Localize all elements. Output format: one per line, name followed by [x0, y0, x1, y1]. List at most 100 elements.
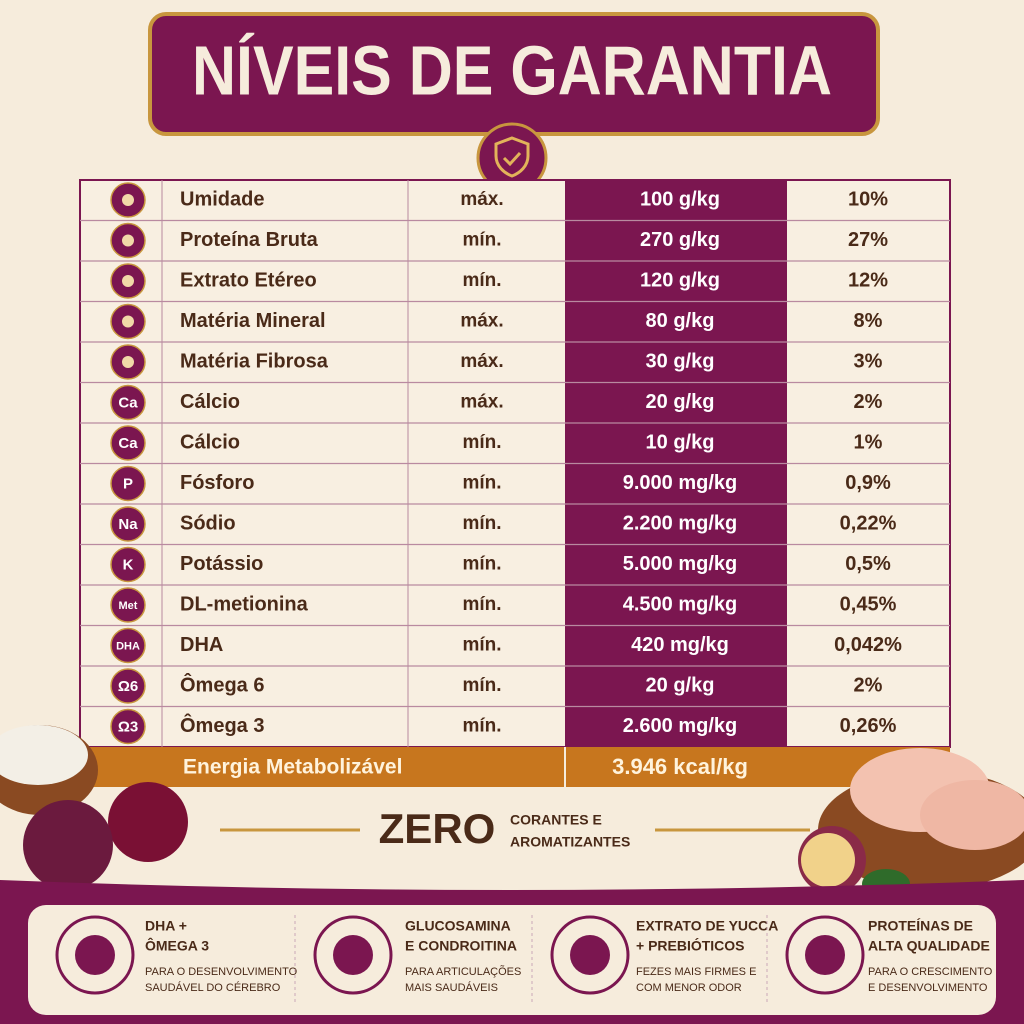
- qualifier: mín.: [462, 432, 501, 453]
- title: NÍVEIS DE GARANTIA: [192, 31, 832, 109]
- qualifier: mín.: [462, 635, 501, 656]
- percent: 2%: [854, 391, 883, 413]
- amount: 5.000 mg/kg: [623, 553, 738, 575]
- zero-title: ZERO: [379, 805, 496, 852]
- icon-label: K: [123, 556, 134, 573]
- row-icon: [110, 546, 146, 583]
- percent: 10%: [848, 188, 888, 210]
- amount: 20 g/kg: [646, 391, 715, 413]
- zero-line: AROMATIZANTES: [510, 834, 630, 850]
- check-icon: [502, 151, 522, 167]
- qualifier: máx.: [460, 311, 503, 332]
- nutrient-name: Umidade: [180, 188, 264, 210]
- table-rows: Umidade máx. 100 g/kg 10% Proteína Bruta mín.…: [80, 180, 950, 747]
- zero-line: CORANTES E: [510, 812, 602, 828]
- amount: 420 mg/kg: [631, 634, 729, 656]
- icon-symbol: [122, 275, 134, 287]
- nutrient-name: Ômega 6: [180, 672, 264, 696]
- row-icon: [110, 668, 146, 704]
- energy-row: [0, 747, 950, 787]
- nutrient-name: Extrato Etéreo: [180, 269, 317, 291]
- qualifier: mín.: [462, 716, 501, 737]
- percent: 8%: [854, 310, 883, 332]
- feature-symbol: [570, 935, 610, 975]
- feature-symbol: [75, 935, 115, 975]
- features-panel: [28, 905, 996, 1015]
- nutrient-name: Cálcio: [180, 431, 240, 453]
- icon-label: Ca: [118, 435, 138, 452]
- qualifier: mín.: [462, 230, 501, 251]
- qualifier: máx.: [460, 189, 503, 210]
- amount: 30 g/kg: [646, 350, 715, 372]
- features: DHA + ÔMEGA 3 PARA O DESENVOLVIMENTO SAUDÁV…: [55, 915, 993, 1005]
- chicken: [920, 780, 1024, 850]
- icon-label: Met: [119, 600, 138, 612]
- amount: 270 g/kg: [640, 229, 720, 251]
- feature-title: E CONDROITINA: [405, 938, 517, 954]
- nutrient-name: DHA: [180, 634, 223, 656]
- onion: [23, 800, 113, 890]
- feature-symbol: [805, 935, 845, 975]
- nutrient-name: Ômega 3: [180, 713, 264, 737]
- amount: 4.500 mg/kg: [623, 593, 738, 615]
- feature-title: GLUCOSAMINA: [405, 918, 511, 934]
- icon-label: P: [123, 475, 133, 492]
- qualifier: mín.: [462, 270, 501, 291]
- percent: 0,45%: [840, 593, 897, 615]
- nutrient-name: Proteína Bruta: [180, 229, 319, 251]
- feature-title: PROTEÍNAS DE: [868, 918, 973, 934]
- nutrient-name: Matéria Fibrosa: [180, 350, 329, 372]
- amount: 9.000 mg/kg: [623, 472, 738, 494]
- feature-description: COM MENOR ODOR: [636, 982, 742, 994]
- feature-description: PARA O DESENVOLVIMENTO: [145, 966, 298, 978]
- amount: 20 g/kg: [646, 674, 715, 696]
- row-icon: [110, 587, 146, 623]
- feature-description: MAIS SAUDÁVEIS: [405, 981, 498, 994]
- nutrient-name: Potássio: [180, 553, 263, 575]
- row-icon: [110, 627, 146, 664]
- feature-symbol: [333, 935, 373, 975]
- feature-title: + PREBIÓTICOS: [636, 937, 745, 954]
- qualifier: máx.: [460, 351, 503, 372]
- feature-title: ÔMEGA 3: [145, 937, 209, 954]
- beet: [108, 782, 188, 862]
- icon-label: Ω3: [118, 718, 138, 735]
- icon-symbol: [122, 194, 134, 206]
- sweet-potato-flesh: [801, 833, 855, 887]
- nutrient-name: Cálcio: [180, 391, 240, 413]
- feature-title: EXTRATO DE YUCCA: [636, 918, 778, 934]
- qualifier: mín.: [462, 594, 501, 615]
- energy-label: Energia Metabolizável: [183, 756, 402, 779]
- amount: 2.200 mg/kg: [623, 512, 738, 534]
- amount: 2.600 mg/kg: [623, 715, 738, 737]
- qualifier: mín.: [462, 554, 501, 575]
- nutrient-name: Sódio: [180, 512, 236, 534]
- feature-description: E DESENVOLVIMENTO: [868, 982, 988, 994]
- feature-description: PARA ARTICULAÇÕES: [405, 965, 521, 978]
- icon-label: Ω6: [118, 678, 138, 695]
- icon-label: DHA: [116, 640, 140, 652]
- energy-amount: 3.946 kcal/kg: [612, 754, 748, 779]
- icon-label: Na: [118, 516, 138, 533]
- icon-label: Ca: [118, 394, 138, 411]
- percent: 0,042%: [834, 634, 902, 656]
- percent: 0,5%: [845, 553, 891, 575]
- feature-description: SAUDÁVEL DO CÉREBRO: [145, 981, 281, 994]
- percent: 1%: [854, 431, 883, 453]
- nutrient-name: DL-metionina: [180, 593, 309, 615]
- percent: 12%: [848, 269, 888, 291]
- amount: 10 g/kg: [646, 431, 715, 453]
- qualifier: mín.: [462, 675, 501, 696]
- icon-symbol: [122, 234, 134, 247]
- row-icon: [110, 425, 146, 461]
- percent: 27%: [848, 229, 888, 251]
- icon-symbol: [122, 315, 134, 328]
- amount: 100 g/kg: [640, 188, 720, 210]
- shield-icon: [494, 136, 530, 178]
- nutrient-name: Matéria Mineral: [180, 310, 326, 332]
- rice: [0, 725, 88, 785]
- percent: 0,9%: [845, 472, 891, 494]
- feature-title: ALTA QUALIDADE: [868, 938, 990, 954]
